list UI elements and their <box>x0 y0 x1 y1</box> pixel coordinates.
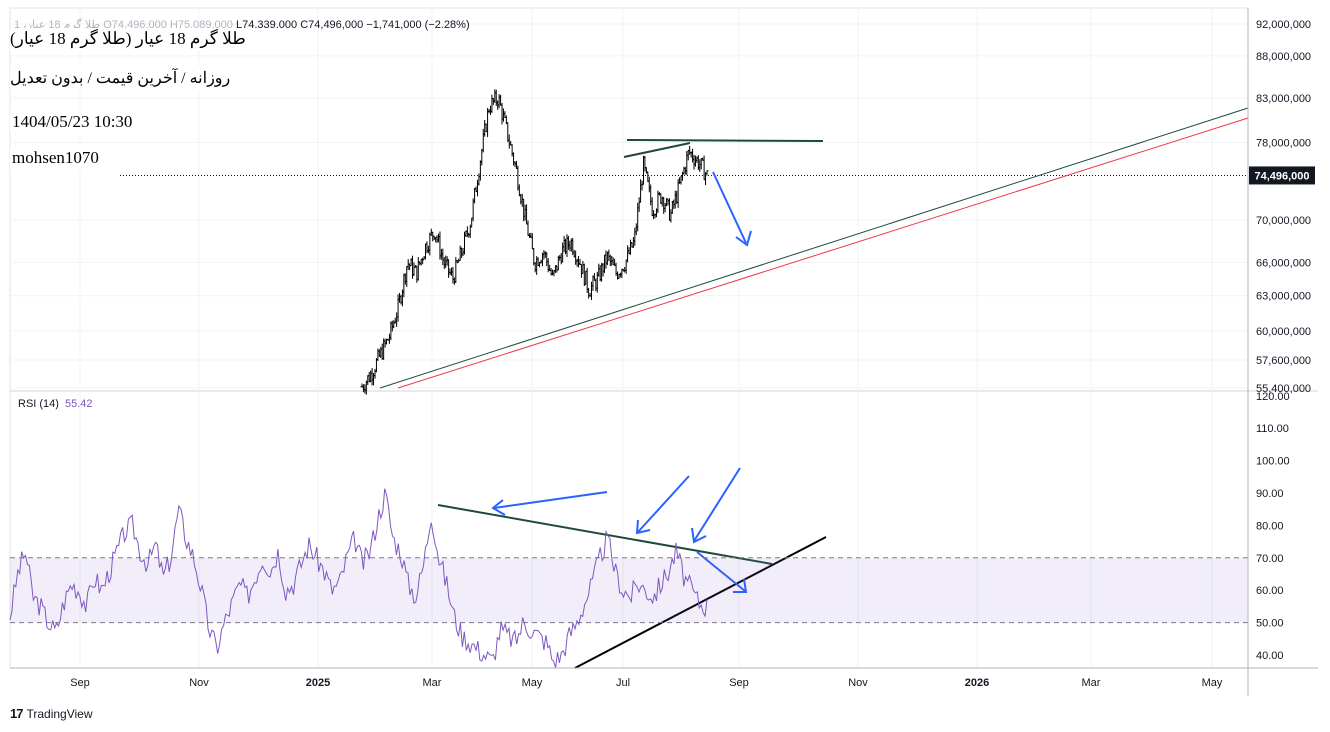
price-axis-label: 63,000,000 <box>1256 291 1311 303</box>
time-axis-label: 2025 <box>306 677 330 689</box>
rsi-legend: RSI (14) 55.42 <box>18 398 93 410</box>
down-arrow <box>712 171 747 244</box>
rsi-axis-label: 50.00 <box>1256 618 1284 630</box>
price-axis-label: 70,000,000 <box>1256 215 1311 227</box>
chart-subtitle: روزانه / آخرین قیمت / بدون تعدیل <box>10 66 285 90</box>
resistance-line <box>626 139 824 142</box>
tradingview-logo-icon: 17 <box>10 706 24 721</box>
rsi-axis-label: 100.00 <box>1256 456 1290 468</box>
price-axis-label: 92,000,000 <box>1256 19 1311 31</box>
rsi-resistance-line <box>437 504 773 565</box>
time-axis-label: Sep <box>70 677 90 689</box>
price-axis-label: 88,000,000 <box>1256 51 1311 63</box>
rsi-arrow-1-head <box>491 499 506 516</box>
rsi-series <box>9 488 1248 669</box>
price-axis-label: 66,000,000 <box>1256 257 1311 269</box>
rsi-arrow-3 <box>693 467 741 542</box>
rising-wedge-line <box>623 142 691 158</box>
rsi-axis-label: 120.00 <box>1256 391 1290 403</box>
ohlc-close: C74,496,000 <box>300 19 364 31</box>
rsi-arrow-2-head <box>635 519 651 535</box>
time-axis-label: Nov <box>189 677 209 689</box>
price-series <box>120 89 1248 395</box>
support-trendline <box>379 107 1249 389</box>
rsi-band <box>10 557 1248 623</box>
chart-author: mohsen1070 <box>10 147 126 169</box>
rsi-axis-label: 40.00 <box>1256 650 1284 662</box>
time-axis-label: May <box>522 677 543 689</box>
price-axis-label: 78,000,000 <box>1256 137 1311 149</box>
rsi-arrow-1 <box>493 491 608 509</box>
rsi-name: RSI (14) <box>18 398 59 410</box>
rsi-axis-label: 70.00 <box>1256 553 1284 565</box>
time-axis-label: Jul <box>616 677 630 689</box>
time-axis-label: 2026 <box>965 677 989 689</box>
time-axis-label: Mar <box>1082 677 1101 689</box>
time-axis-label: Mar <box>423 677 442 689</box>
price-axis-label: 83,000,000 <box>1256 93 1311 105</box>
time-axis-label: Sep <box>729 677 749 689</box>
last-price-tag <box>1249 166 1315 185</box>
time-axis-label: Nov <box>848 677 868 689</box>
tradingview-brand[interactable]: 17 TradingView <box>10 706 93 721</box>
rsi-axis-label: 80.00 <box>1256 520 1284 532</box>
support-trendline-red <box>397 117 1249 389</box>
rsi-axis-label: 60.00 <box>1256 585 1284 597</box>
rsi-arrow-3-head <box>691 527 707 544</box>
brand-label: TradingView <box>26 706 93 721</box>
chart-title: طلا گرم 18 عیار (طلا گرم 18 عیار) <box>10 28 291 51</box>
ohlc-change: −1,741,000 (−2.28%) <box>366 19 470 31</box>
down-arrow-head <box>735 230 752 247</box>
axes: Sep Nov 2025 Mar May Jul Sep Nov 2026 Mar May 92,00… <box>10 8 1318 696</box>
rsi-arrow-4-head <box>733 578 748 593</box>
chart-datetime: 1404/05/23 10:30 <box>10 111 135 133</box>
rsi-axis-label: 90.00 <box>1256 488 1284 500</box>
price-axis-label: 60,000,000 <box>1256 326 1311 338</box>
price-axis-label: 57,600,000 <box>1256 355 1311 367</box>
time-axis-label: May <box>1202 677 1223 689</box>
last-price-tag-label: 74,496,000 <box>1254 170 1309 182</box>
rsi-arrow-4 <box>696 551 746 592</box>
trend-drawings <box>379 107 1249 669</box>
rsi-value: 55.42 <box>64 398 93 410</box>
rsi-support-line <box>574 536 827 669</box>
price-axis-label: 55,400,000 <box>1256 383 1311 395</box>
rsi-arrow-2 <box>637 475 690 533</box>
rsi-axis-label: 110.00 <box>1256 423 1289 435</box>
rsi-line <box>9 488 708 669</box>
